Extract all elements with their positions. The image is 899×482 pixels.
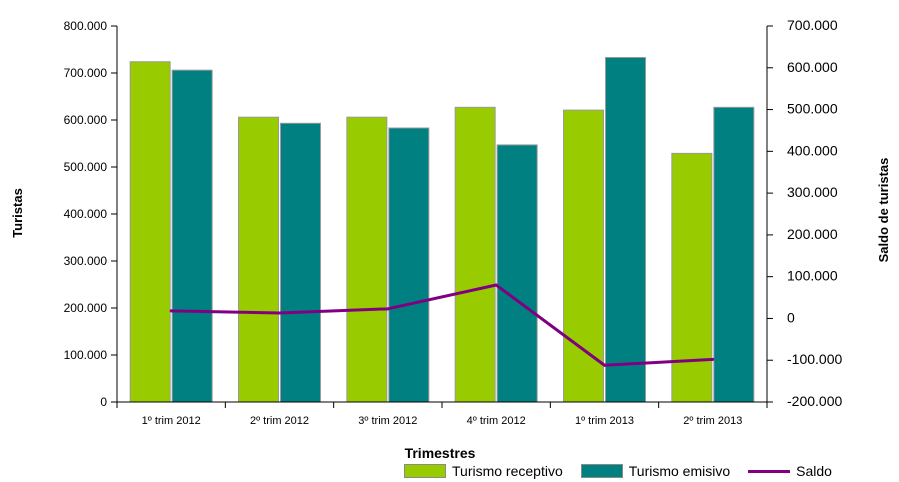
y-tick-label-0: 0 (100, 395, 107, 409)
y-tick-label-5: 500.000 (64, 160, 108, 174)
bar-receptivo-0 (129, 61, 171, 403)
legend-label-receptivo: Turismo receptivo (452, 463, 563, 479)
point-saldo-2 (386, 307, 390, 311)
legend-label-saldo: Saldo (796, 463, 832, 479)
y2-tick-label-6: 400.000 (787, 142, 838, 158)
legend-item-receptivo: Turismo receptivo (404, 463, 563, 479)
y2-tick-label-2: 0 (787, 309, 795, 325)
bar-emisivo-2 (388, 127, 430, 403)
bar-emisivo-3 (496, 144, 538, 403)
y2-axis-title: Saldo de turistas (876, 158, 891, 263)
y-tick-label-4: 400.000 (64, 207, 108, 221)
legend: Turismo receptivo Turismo emisivo Saldo (404, 461, 832, 481)
x-tick-label-2: 3º trim 2012 (358, 415, 417, 427)
point-saldo-4 (603, 363, 606, 367)
legend-swatch-emisivo (580, 464, 623, 478)
point-saldo-0 (169, 309, 173, 313)
legend-label-emisivo: Turismo emisivo (628, 463, 731, 479)
y-tick-label-6: 600.000 (64, 113, 108, 127)
y2-tick-label-0: -200.000 (787, 393, 842, 409)
bar-receptivo-3 (454, 106, 496, 403)
y2-tick-label-1: -100.000 (787, 351, 842, 367)
axes-layer (111, 25, 773, 408)
y-axis-title: Turistas (10, 188, 25, 238)
y2-tick-label-4: 200.000 (787, 226, 838, 242)
legend-swatch-saldo (748, 469, 791, 473)
y-tick-label-8: 800.000 (64, 19, 108, 33)
bar-emisivo-0 (171, 69, 213, 403)
x-axis-title: Trimestres (405, 445, 476, 461)
bars-layer (129, 56, 755, 403)
y-tick-label-1: 100.000 (64, 348, 108, 362)
x-tick-label-3: 4º trim 2012 (467, 415, 526, 427)
bar-receptivo-1 (238, 116, 279, 403)
y2-tick-label-8: 600.000 (787, 59, 838, 75)
bar-emisivo-5 (713, 106, 755, 403)
bar-receptivo-5 (671, 152, 713, 403)
x-tick-label-0: 1º trim 2012 (142, 415, 201, 427)
point-saldo-5 (711, 357, 715, 361)
x-tick-label-4: 1º trim 2013 (575, 415, 634, 427)
y-tick-label-2: 200.000 (64, 301, 108, 315)
legend-swatch-receptivo (404, 464, 446, 478)
legend-item-saldo: Saldo (748, 463, 832, 479)
y-tick-label-3: 300.000 (64, 254, 108, 268)
point-saldo-1 (278, 311, 281, 315)
y2-tick-label-9: 700.000 (787, 17, 838, 33)
y2-tick-label-3: 100.000 (787, 268, 838, 284)
point-saldo-3 (494, 283, 498, 287)
bar-emisivo-1 (280, 122, 321, 403)
x-tick-label-5: 2º trim 2013 (683, 415, 742, 427)
x-tick-label-1: 2º trim 2012 (250, 415, 309, 427)
y2-tick-label-7: 500.000 (787, 101, 838, 117)
legend-item-emisivo: Turismo emisivo (580, 463, 731, 479)
bar-emisivo-4 (605, 56, 646, 403)
labels-layer: 0 100.000 200.000 300.000 400.000 500.000 600.… (64, 17, 843, 427)
y-tick-label-7: 700.000 (64, 66, 108, 80)
lines-layer (169, 283, 715, 367)
bar-receptivo-2 (346, 116, 388, 403)
y2-tick-label-5: 300.000 (787, 184, 838, 200)
bar-receptivo-4 (563, 109, 604, 403)
line-saldo (171, 283, 713, 367)
